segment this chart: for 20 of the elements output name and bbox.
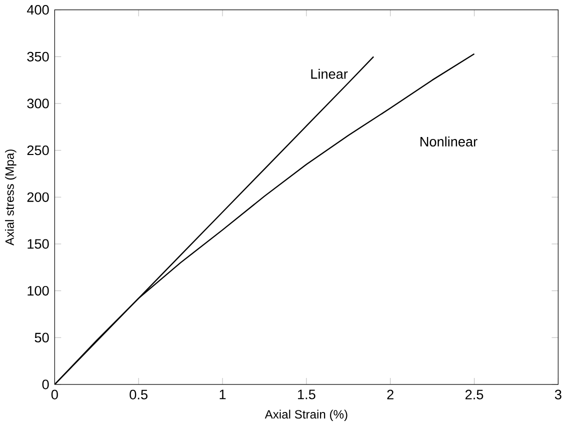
y-tick-label: 250 <box>27 145 49 156</box>
x-tick-label: 1 <box>220 390 226 400</box>
series-label: Linear <box>311 68 348 79</box>
y-axis-title: Axial stress (Mpa) <box>5 150 16 246</box>
x-axis-title: Axial Strain (%) <box>264 410 348 422</box>
y-tick-label: 0 <box>42 380 49 390</box>
x-tick-label: 2 <box>387 390 394 400</box>
y-tick-label: 350 <box>27 52 49 62</box>
y-tick-label: 400 <box>26 5 49 15</box>
x-tick-label: 1.5 <box>298 390 316 400</box>
x-tick-label: 3 <box>554 390 562 400</box>
y-tick-label: 100 <box>28 286 49 296</box>
y-tick-label: 200 <box>27 192 49 202</box>
x-tick-label: 2.5 <box>466 390 484 400</box>
y-tick-label: 300 <box>27 98 49 108</box>
x-tick-label: 0.5 <box>130 390 148 400</box>
text: Nonlinear <box>420 136 478 146</box>
x-tick-label: 0 <box>51 390 58 400</box>
y-tick-label: 50 <box>34 332 49 342</box>
y-tick-label: 150 <box>28 239 49 249</box>
